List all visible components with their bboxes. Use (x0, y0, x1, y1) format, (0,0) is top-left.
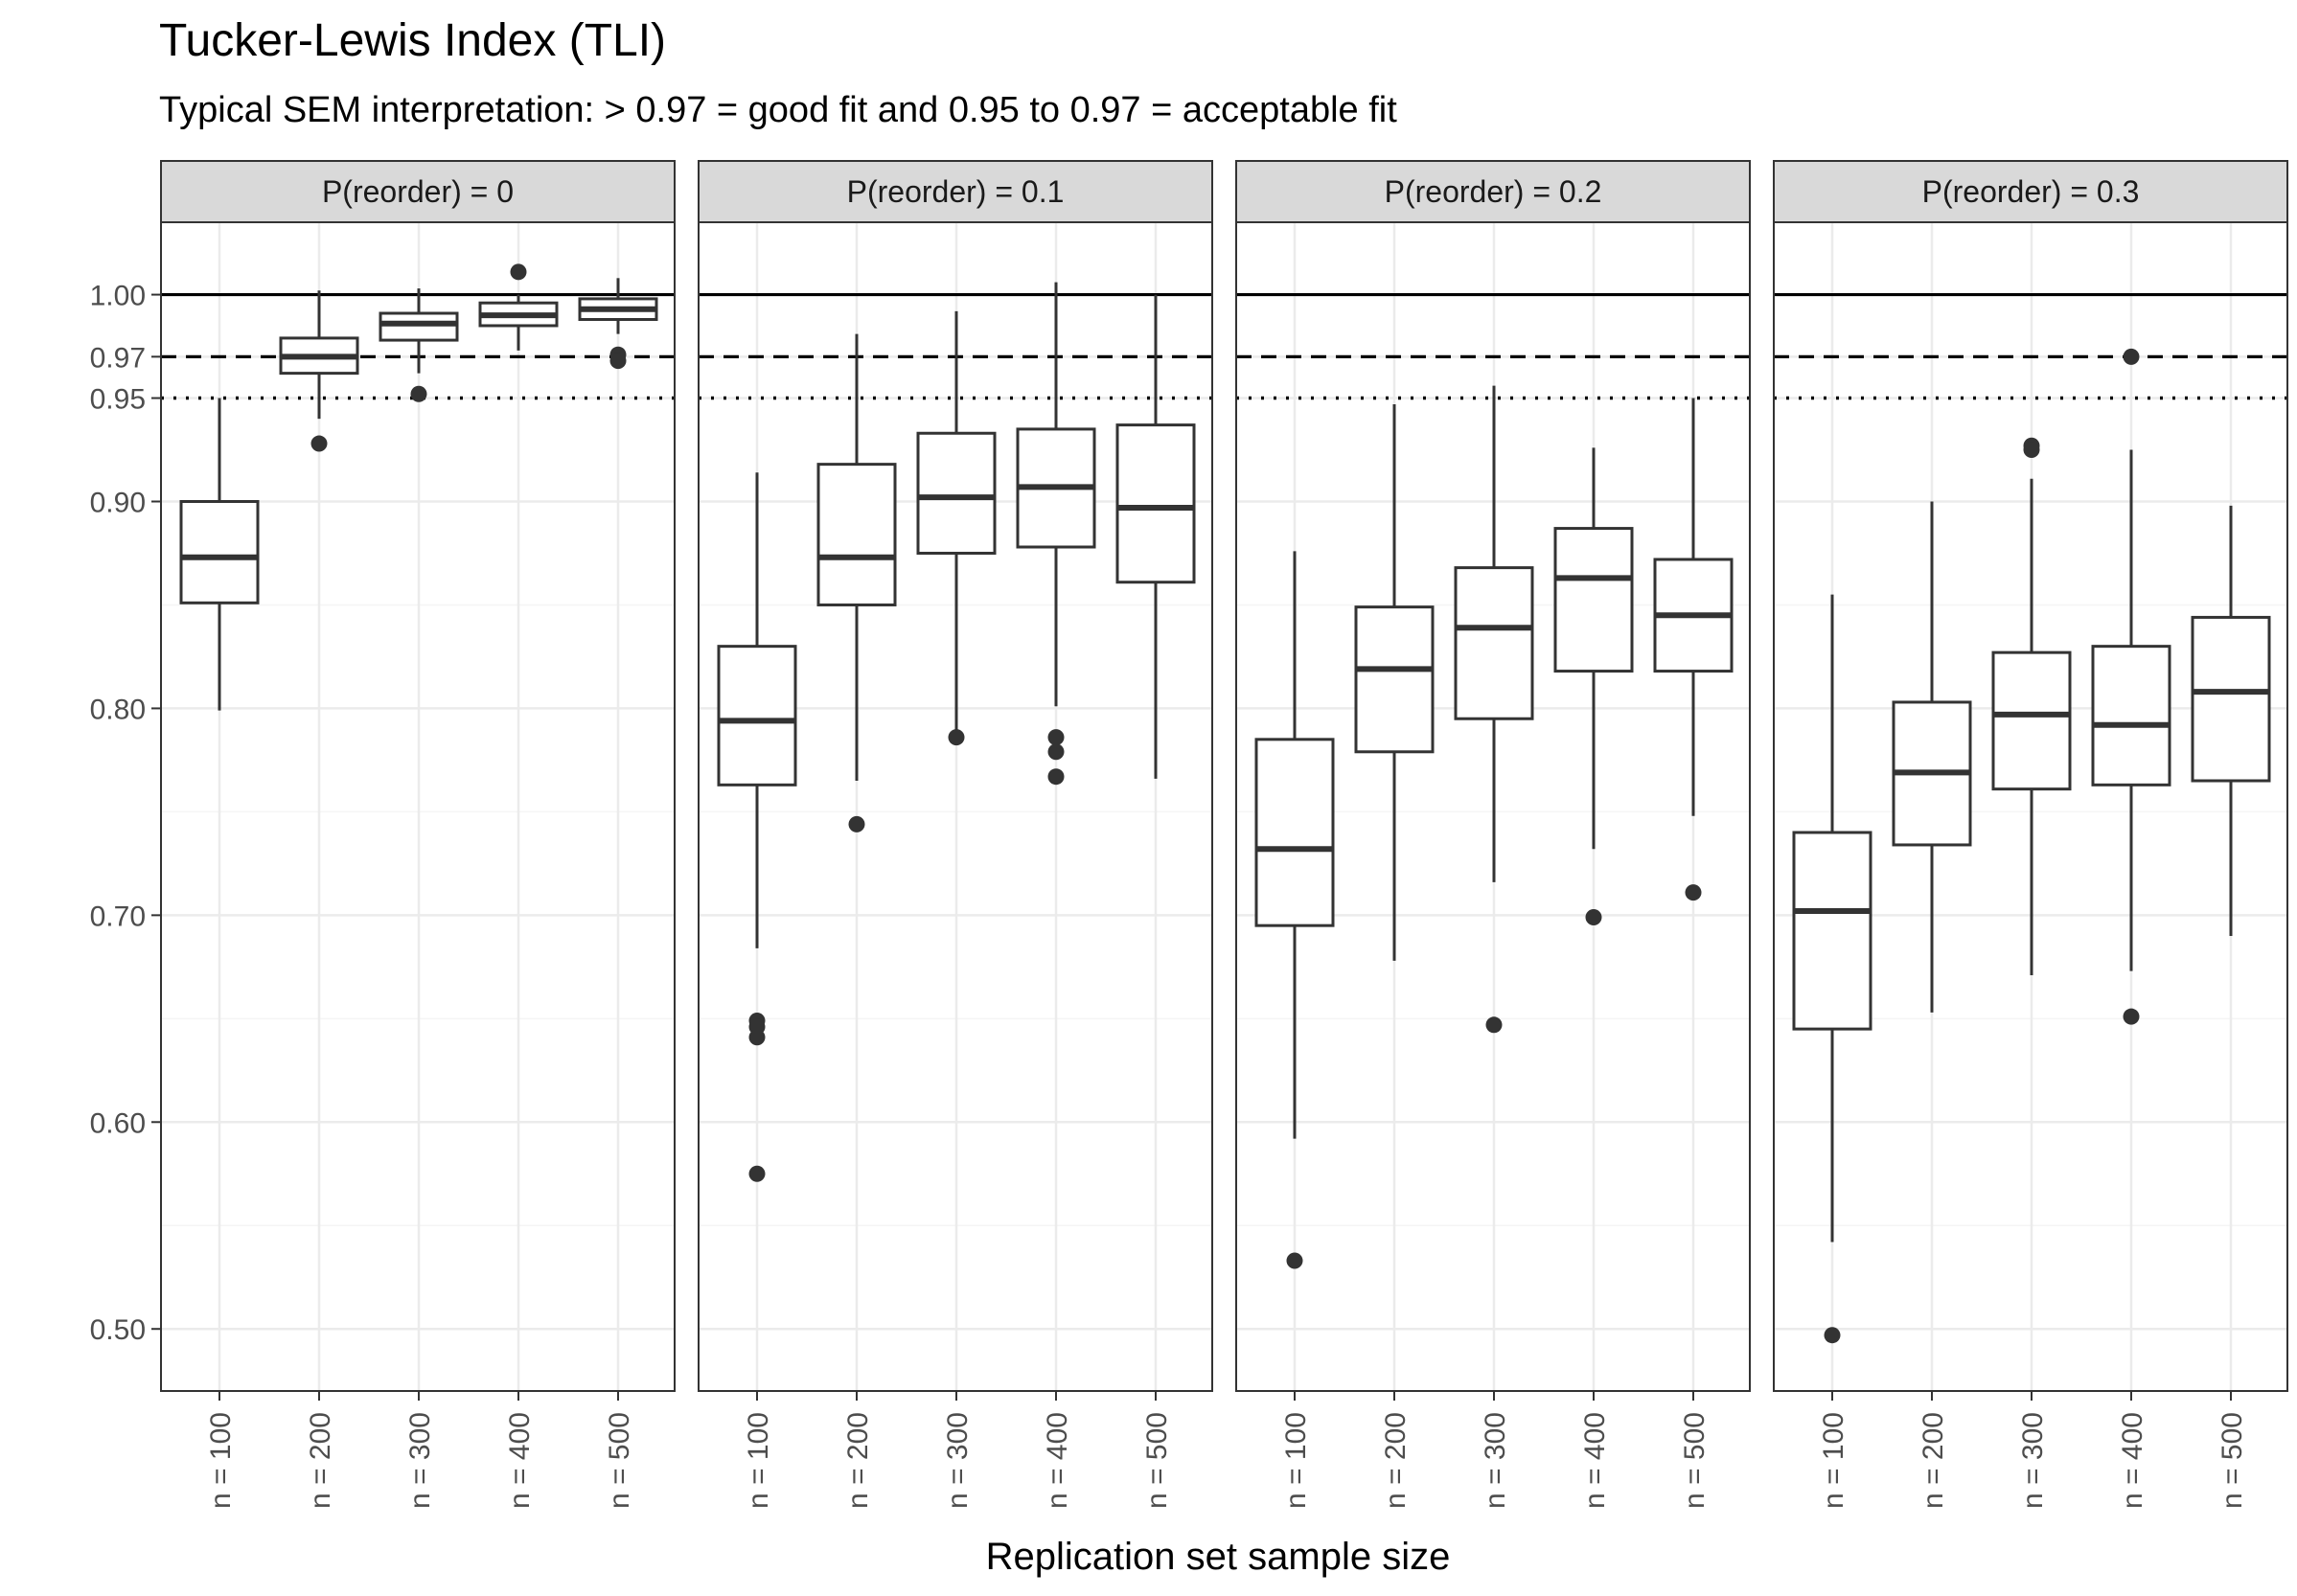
boxplot-200 (816, 333, 897, 832)
boxplot-100 (717, 472, 797, 1182)
x-tick-label: n = 300 (2017, 1412, 2049, 1509)
outlier-point (848, 815, 865, 832)
outlier-point (748, 1029, 766, 1046)
outlier-point (510, 263, 527, 281)
box-iqr (379, 311, 459, 342)
x-tick-label: n = 200 (305, 1412, 336, 1509)
boxplot-500 (2191, 505, 2271, 936)
x-tick-label: n = 400 (1579, 1412, 1611, 1509)
x-tick-label: n = 300 (1480, 1412, 1511, 1509)
boxplot-500 (578, 278, 658, 370)
boxplot-300 (916, 310, 997, 746)
outlier-point (2123, 348, 2140, 365)
box-iqr (717, 645, 797, 787)
boxplot-400 (478, 263, 559, 351)
x-tick-label: n = 500 (1679, 1412, 1711, 1509)
box-iqr (179, 500, 260, 604)
x-tick-label: n = 300 (942, 1412, 974, 1509)
x-tick-label: n = 200 (1380, 1412, 1412, 1509)
chart-title: Tucker-Lewis Index (TLI) (159, 15, 666, 66)
box-iqr (816, 463, 897, 606)
x-tick-label: n = 100 (743, 1412, 774, 1509)
boxplot-100 (1792, 594, 1872, 1344)
box-iqr (2191, 615, 2271, 783)
y-tick-label: 0.50 (90, 1314, 146, 1346)
x-tick-label: n = 400 (504, 1412, 536, 1509)
boxplot-400 (2091, 348, 2171, 1025)
x-tick-label: n = 200 (1918, 1412, 1949, 1509)
boxplot-300 (1454, 385, 1534, 1034)
x-tick-label: n = 100 (1818, 1412, 1849, 1509)
facet-strip (160, 160, 676, 223)
y-tick-label: 0.60 (90, 1107, 146, 1139)
outlier-point (609, 353, 627, 370)
box-iqr (1115, 423, 1196, 584)
x-tick-label: n = 500 (604, 1412, 635, 1509)
facet-panel: P(reorder) = 0.3 n = 100 n = 200 n = 300 n =… (1773, 160, 2288, 1509)
outlier-point (1485, 1016, 1503, 1034)
x-tick-label: n = 300 (404, 1412, 436, 1509)
box-iqr (1553, 527, 1634, 673)
boxplot-200 (1892, 501, 1972, 1013)
x-axis-title: Replication set sample size (986, 1536, 1451, 1578)
boxplot-200 (279, 290, 359, 452)
boxplot-400 (1553, 447, 1634, 926)
outlier-point (1824, 1327, 1841, 1344)
x-tick-label: n = 400 (2117, 1412, 2148, 1509)
boxplot-200 (1354, 404, 1435, 961)
facet-strip-label: P(reorder) = 0.3 (1922, 174, 2140, 209)
outlier-point (1585, 909, 1602, 926)
box-iqr (1254, 738, 1335, 927)
outlier-point (1047, 768, 1065, 786)
x-tick-label: n = 200 (842, 1412, 874, 1509)
facet-panel: P(reorder) = 0 n = 100 n = 200 n = 300 n = 4… (160, 160, 676, 1509)
x-tick-label: n = 100 (205, 1412, 237, 1509)
facet-panel: P(reorder) = 0.1 n = 100 n = 200 n = 300 n =… (698, 160, 1213, 1509)
x-tick-label: n = 500 (2217, 1412, 2248, 1509)
outlier-point (410, 385, 427, 402)
facet-strip (1773, 160, 2288, 223)
y-tick-label: 0.95 (90, 384, 146, 416)
boxplot-400 (1016, 282, 1096, 786)
outlier-point (2123, 1008, 2140, 1025)
facet-panel: P(reorder) = 0.2 n = 100 n = 200 n = 300 n =… (1235, 160, 1751, 1509)
facet-strip-label: P(reorder) = 0.1 (847, 174, 1065, 209)
boxplot-500 (1653, 398, 1734, 901)
y-tick-label: 0.97 (90, 342, 146, 374)
boxplot-500 (1115, 294, 1196, 779)
y-tick-label: 0.70 (90, 901, 146, 932)
outlier-point (1685, 884, 1702, 901)
x-tick-label: n = 400 (1042, 1412, 1073, 1509)
outlier-point (1286, 1252, 1303, 1269)
outlier-point (1047, 743, 1065, 761)
facet-panels: P(reorder) = 0 n = 100 n = 200 n = 300 n = 4… (160, 160, 2288, 1509)
boxplot-100 (179, 398, 260, 711)
box-iqr (2091, 645, 2171, 787)
x-tick-label: n = 500 (1141, 1412, 1173, 1509)
chart-subtitle: Typical SEM interpretation: > 0.97 = goo… (159, 90, 1397, 130)
boxplot-300 (379, 288, 459, 402)
y-tick-label: 1.00 (90, 281, 146, 312)
outlier-point (310, 435, 328, 452)
x-tick-label: n = 100 (1280, 1412, 1312, 1509)
outlier-point (948, 729, 965, 746)
box-iqr (1354, 605, 1435, 754)
box-iqr (1792, 831, 1872, 1031)
boxplot-100 (1254, 551, 1335, 1269)
facet-strip (1235, 160, 1751, 223)
facet-strip-label: P(reorder) = 0 (322, 174, 514, 209)
box-iqr (916, 431, 997, 555)
box-iqr (1991, 650, 2072, 791)
outlier-point (1047, 729, 1065, 746)
facet-strip-label: P(reorder) = 0.2 (1385, 174, 1602, 209)
y-axis: 0.50 0.60 0.70 0.80 0.90 0.95 0.97 1.00 (90, 281, 161, 1346)
y-tick-label: 0.90 (90, 488, 146, 519)
y-tick-label: 0.80 (90, 694, 146, 725)
boxplot-300 (1991, 437, 2072, 975)
outlier-point (2023, 442, 2040, 459)
box-iqr (1454, 566, 1534, 720)
outlier-point (748, 1165, 766, 1182)
